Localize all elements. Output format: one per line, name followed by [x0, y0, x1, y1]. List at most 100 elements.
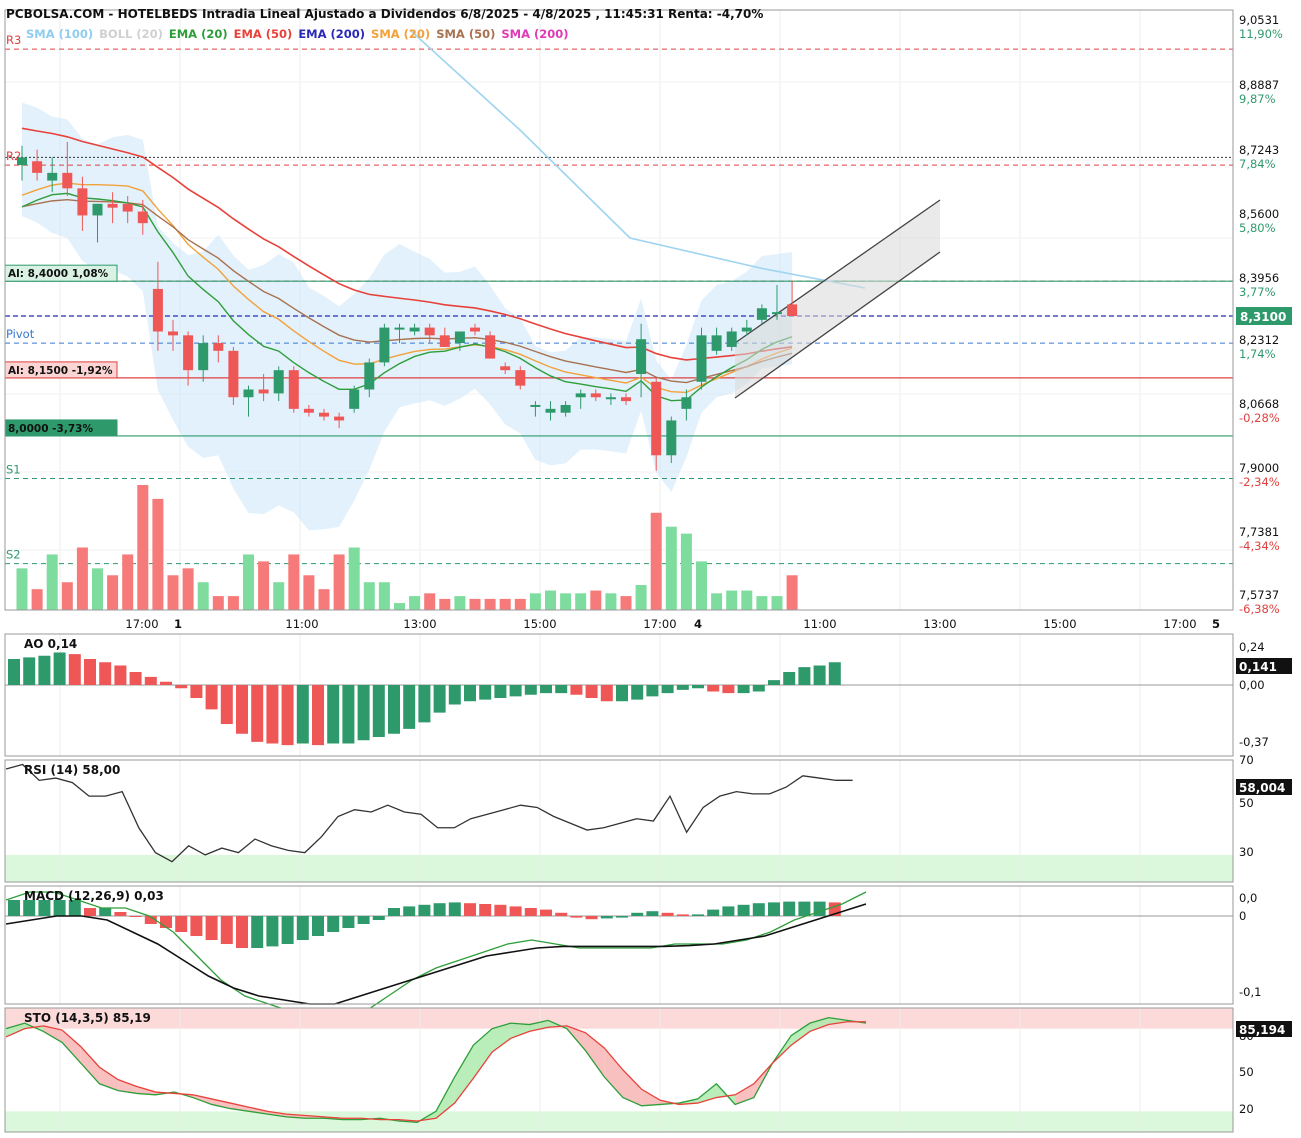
legend-item: SMA (20)	[371, 27, 430, 41]
macd-hist-bar	[53, 900, 66, 916]
sto-fill	[211, 1098, 231, 1109]
price-tick: 8,0668	[1239, 397, 1279, 411]
legend-item: EMA (20)	[169, 27, 228, 41]
sto-fill	[809, 1017, 829, 1032]
macd-hist-bar	[372, 916, 385, 920]
macd-hist-bar	[616, 916, 628, 918]
pivot-label: Pivot	[6, 327, 35, 341]
sto-fill	[62, 1030, 81, 1064]
sto-k-line	[5, 1016, 867, 1124]
panel-label: RSI (14) 58,00	[24, 763, 120, 777]
sto-overbought-zone	[5, 1008, 1233, 1029]
ao-bar	[418, 685, 431, 723]
macd-hist-bar	[68, 900, 81, 916]
ao-bar	[616, 685, 628, 702]
volume-bar	[16, 568, 28, 610]
price-candles	[17, 141, 798, 471]
panel-frame	[4, 633, 1234, 757]
panel-tag-bg	[1236, 1021, 1292, 1037]
volume-bar	[529, 593, 541, 610]
volume-bar	[650, 512, 662, 610]
candle-body	[545, 408, 556, 413]
candle-body	[47, 172, 58, 181]
sto-fill	[436, 1076, 455, 1119]
candle-body	[530, 404, 541, 407]
grid-lines	[5, 10, 1233, 610]
legend-item: EMA (200)	[298, 27, 365, 41]
candle-body	[122, 203, 133, 212]
ao-bar	[540, 685, 552, 694]
x-tick: 4	[694, 617, 702, 631]
ao-bar	[144, 676, 157, 685]
ema-50-line	[21, 127, 793, 361]
candle-body	[77, 188, 88, 216]
candle-body	[621, 397, 631, 402]
candle-body	[409, 327, 420, 332]
ao-bar	[448, 685, 461, 705]
ao-bar	[585, 685, 598, 698]
ao-bar	[114, 665, 127, 685]
macd-hist-bar	[524, 908, 537, 916]
sto-fill	[791, 1023, 810, 1046]
x-tick: 15:00	[523, 617, 556, 631]
sto-fill	[697, 1083, 717, 1104]
ao-bar	[23, 657, 36, 685]
ao-bar	[251, 685, 264, 742]
ao-bar	[388, 685, 400, 734]
macd-hist-bar	[281, 916, 294, 944]
macd-hist-bar	[707, 909, 720, 916]
macd-hist-bar	[646, 911, 659, 916]
macd-hist-bar	[175, 916, 188, 932]
sma-100-line	[409, 29, 866, 289]
sto-fill	[735, 1083, 754, 1105]
pct-tick: 5,80%	[1239, 221, 1276, 235]
ao-bar	[768, 680, 780, 685]
candle-body	[107, 203, 118, 208]
ao-bar	[828, 662, 841, 685]
rsi-line	[5, 763, 853, 863]
macd-hist-bar	[555, 912, 568, 916]
ao-bar	[84, 659, 96, 685]
volume-bar	[122, 554, 134, 610]
candle-body	[772, 312, 782, 315]
pct-tick: 9,87%	[1239, 92, 1276, 106]
panel-tick: -0,1	[1239, 985, 1261, 999]
candle-body	[303, 408, 314, 413]
macd-hist-bar	[433, 903, 446, 916]
sto-fill	[249, 1107, 268, 1115]
panel-frame	[4, 1007, 1234, 1133]
legend-item: SMA (100)	[26, 27, 93, 41]
volume-bar	[303, 575, 315, 610]
panel-tag: 0,141	[1239, 660, 1277, 674]
x-tick: 17:00	[125, 617, 158, 631]
panel-tag: 58,004	[1239, 781, 1285, 795]
candle-body	[741, 327, 752, 332]
candle-body	[288, 370, 299, 409]
volume-bar	[348, 547, 360, 610]
volume-bar	[363, 582, 375, 610]
macd-hist-bar	[676, 914, 689, 916]
ao-bar	[479, 685, 492, 700]
candle-body	[379, 327, 390, 363]
ao-bar	[631, 685, 644, 700]
candle-body	[500, 366, 511, 371]
volume-bar	[590, 590, 602, 610]
macd-hist-bar	[160, 916, 172, 928]
pct-tick: -2,34%	[1239, 475, 1280, 489]
macd-hist-bar	[388, 908, 400, 916]
volume-bar	[545, 590, 556, 610]
panel-tick: 20	[1239, 1102, 1254, 1116]
pct-tick: 3,77%	[1239, 285, 1276, 299]
macd-hist-bar	[114, 912, 127, 916]
last-price-tag: 8,3100	[1240, 310, 1286, 324]
macd-hist-bar	[631, 912, 644, 916]
price-tick: 8,2312	[1239, 333, 1279, 347]
volume-bar	[182, 568, 194, 610]
ao-bar	[281, 685, 294, 746]
ao-bar	[798, 667, 811, 685]
volume-bar	[273, 582, 285, 610]
macd-hist-bar	[357, 916, 370, 924]
rsi-panel	[5, 760, 1233, 882]
panel-frame	[4, 885, 1234, 1005]
ao-bar	[813, 665, 826, 685]
